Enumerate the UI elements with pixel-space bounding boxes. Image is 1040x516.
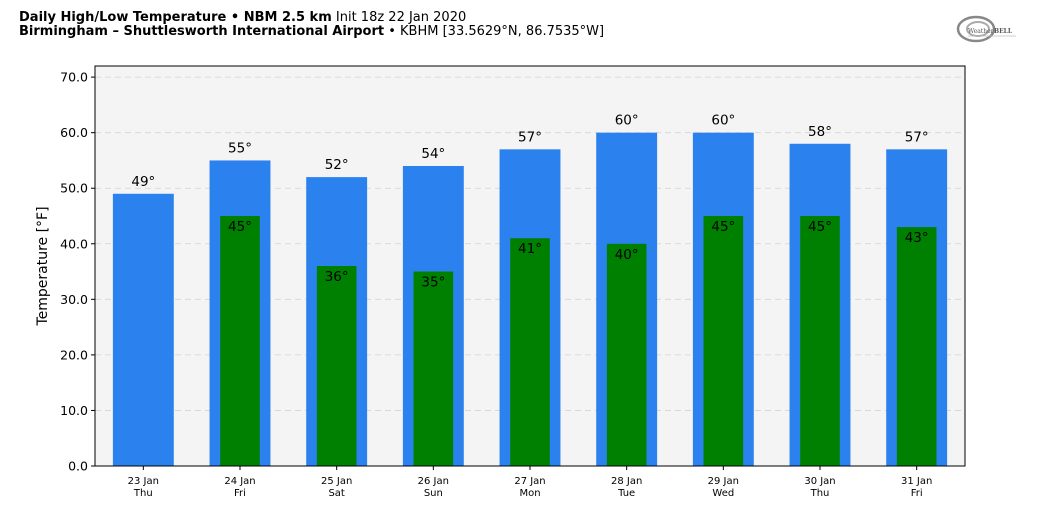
x-tick-day: Thu — [810, 488, 830, 499]
low-temp-label: 41° — [518, 241, 542, 257]
low-temp-label: 40° — [615, 247, 639, 263]
y-tick-label: 60.0 — [60, 125, 88, 140]
low-temp-label: 45° — [711, 219, 735, 235]
low-temp-label: 45° — [228, 219, 252, 235]
high-temp-label: 57° — [518, 129, 542, 145]
high-temp-label: 58° — [808, 124, 832, 140]
low-temp-bar — [220, 216, 260, 466]
low-temp-bar — [413, 271, 454, 466]
low-temp-bar — [510, 238, 550, 466]
y-tick-label: 0.0 — [68, 459, 88, 474]
logo-text-a: Weather — [968, 28, 994, 35]
high-temp-label: 49° — [131, 174, 155, 190]
x-tick-day: Wed — [712, 488, 734, 499]
low-temp-label: 43° — [905, 230, 929, 246]
y-tick-label: 70.0 — [60, 70, 88, 85]
chart-title-main: Daily High/Low Temperature • NBM 2.5 km — [19, 10, 332, 25]
high-temp-label: 54° — [421, 146, 445, 162]
y-axis-label: Temperature [°F] — [35, 206, 51, 326]
low-temp-bar — [606, 243, 647, 466]
x-tick-date: 24 Jan — [224, 476, 255, 487]
x-tick-day: Thu — [133, 488, 153, 499]
bars — [112, 132, 948, 467]
high-temp-label: 57° — [905, 129, 929, 145]
chart-location: Birmingham – Shuttlesworth International… — [19, 24, 604, 39]
low-temp-label: 36° — [325, 269, 349, 285]
y-tick-label: 50.0 — [60, 181, 88, 196]
x-tick-date: 27 Jan — [514, 476, 545, 487]
y-tick-label: 40.0 — [60, 236, 88, 251]
x-tick-date: 25 Jan — [321, 476, 352, 487]
axes: 0.010.020.030.040.050.060.070.023 JanThu… — [60, 70, 932, 499]
low-temp-bar — [800, 216, 840, 466]
chart-title: Daily High/Low Temperature • NBM 2.5 km … — [19, 10, 466, 25]
weatherbell-logo: Weather BELL — [956, 15, 1016, 43]
x-tick-day: Fri — [234, 488, 246, 499]
logo-swirl-outer — [956, 15, 996, 43]
y-tick-label: 20.0 — [60, 347, 88, 362]
high-temp-label: 55° — [228, 140, 252, 156]
low-temp-bar — [703, 216, 744, 466]
high-temp-bar — [112, 193, 174, 466]
bar-labels: 49° 55° 45° 52° 36° 54° 35° 57° 41° 60° 40° 60° 45° 5… — [131, 113, 928, 291]
low-temp-label: 35° — [421, 275, 445, 291]
chart-init-time: Init 18z 22 Jan 2020 — [335, 10, 467, 25]
x-tick-day: Sun — [424, 488, 443, 499]
x-tick-date: 26 Jan — [418, 476, 449, 487]
x-tick-date: 30 Jan — [804, 476, 835, 487]
x-tick-date: 28 Jan — [611, 476, 642, 487]
low-temp-label: 45° — [808, 219, 832, 235]
x-tick-date: 29 Jan — [708, 476, 739, 487]
high-temp-label: 60° — [615, 113, 639, 129]
high-temp-label: 60° — [711, 113, 735, 129]
high-temp-label: 52° — [325, 157, 349, 173]
low-temp-bar — [316, 266, 357, 466]
low-temp-bar — [896, 227, 937, 466]
location-name: Birmingham – Shuttlesworth International… — [19, 24, 385, 39]
x-tick-day: Sat — [328, 488, 344, 499]
x-tick-date: 31 Jan — [901, 476, 932, 487]
x-tick-date: 23 Jan — [128, 476, 159, 487]
x-tick-day: Mon — [519, 488, 540, 499]
y-tick-label: 30.0 — [60, 292, 88, 307]
location-detail: • KBHM [33.5629°N, 86.7535°W] — [388, 24, 605, 39]
y-tick-label: 10.0 — [60, 403, 88, 418]
logo-text-b: BELL — [994, 28, 1013, 35]
x-tick-day: Fri — [911, 488, 923, 499]
x-tick-day: Tue — [617, 488, 635, 499]
